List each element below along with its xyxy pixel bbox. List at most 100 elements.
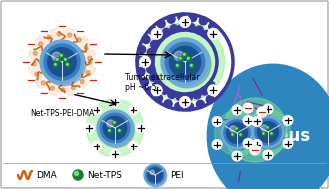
Circle shape xyxy=(110,149,120,159)
Circle shape xyxy=(140,78,149,86)
Circle shape xyxy=(267,127,268,128)
Circle shape xyxy=(56,58,60,62)
Circle shape xyxy=(155,94,163,102)
Circle shape xyxy=(86,99,144,157)
Circle shape xyxy=(263,133,264,134)
Circle shape xyxy=(231,133,235,137)
Circle shape xyxy=(136,57,144,64)
Circle shape xyxy=(146,87,155,95)
Circle shape xyxy=(118,129,122,133)
Circle shape xyxy=(250,145,260,155)
Circle shape xyxy=(113,121,117,125)
Circle shape xyxy=(257,107,267,117)
Circle shape xyxy=(118,130,120,131)
Circle shape xyxy=(262,132,266,136)
Circle shape xyxy=(100,113,130,143)
Circle shape xyxy=(137,67,145,75)
Circle shape xyxy=(252,139,262,149)
Circle shape xyxy=(145,22,225,102)
Circle shape xyxy=(66,64,68,65)
Circle shape xyxy=(232,105,242,115)
Circle shape xyxy=(180,97,190,108)
Circle shape xyxy=(57,93,67,103)
Circle shape xyxy=(26,39,36,49)
Circle shape xyxy=(57,21,67,31)
Circle shape xyxy=(149,27,157,35)
Circle shape xyxy=(185,93,193,101)
Circle shape xyxy=(136,123,146,133)
Circle shape xyxy=(86,70,90,74)
Circle shape xyxy=(39,26,49,36)
Circle shape xyxy=(179,23,187,31)
Circle shape xyxy=(40,40,84,84)
Circle shape xyxy=(110,97,120,107)
Circle shape xyxy=(88,56,92,60)
Circle shape xyxy=(52,52,61,61)
Circle shape xyxy=(26,75,36,85)
Circle shape xyxy=(48,48,76,76)
Circle shape xyxy=(93,57,103,67)
Circle shape xyxy=(183,53,185,55)
Circle shape xyxy=(189,14,197,22)
Circle shape xyxy=(187,57,191,61)
Circle shape xyxy=(61,54,62,56)
Circle shape xyxy=(263,150,273,160)
Circle shape xyxy=(224,120,250,146)
Circle shape xyxy=(139,57,150,67)
Text: Net-TPS: Net-TPS xyxy=(87,170,122,180)
Circle shape xyxy=(179,57,181,59)
Circle shape xyxy=(263,104,273,114)
Circle shape xyxy=(88,60,92,64)
Circle shape xyxy=(176,93,184,101)
Circle shape xyxy=(42,42,86,86)
Circle shape xyxy=(255,119,281,145)
Text: PEI: PEI xyxy=(170,170,184,180)
Circle shape xyxy=(114,122,115,123)
Ellipse shape xyxy=(207,64,329,189)
Circle shape xyxy=(35,72,39,76)
Circle shape xyxy=(142,36,150,43)
Circle shape xyxy=(84,123,94,133)
Circle shape xyxy=(243,139,253,149)
Circle shape xyxy=(64,58,68,62)
Circle shape xyxy=(33,51,38,55)
Circle shape xyxy=(75,26,85,36)
Circle shape xyxy=(146,57,154,65)
Circle shape xyxy=(57,58,58,60)
Circle shape xyxy=(28,28,96,96)
Circle shape xyxy=(253,117,285,149)
Circle shape xyxy=(21,57,31,67)
Circle shape xyxy=(98,112,135,147)
Circle shape xyxy=(68,33,72,37)
Circle shape xyxy=(190,64,192,66)
Text: pH ~6.5: pH ~6.5 xyxy=(125,84,157,92)
Circle shape xyxy=(221,117,253,149)
Circle shape xyxy=(209,22,217,31)
Circle shape xyxy=(178,13,186,21)
Circle shape xyxy=(176,64,180,68)
Circle shape xyxy=(88,75,98,85)
Circle shape xyxy=(271,133,272,134)
Circle shape xyxy=(73,170,83,180)
Text: DMA: DMA xyxy=(36,170,57,180)
Circle shape xyxy=(38,42,42,46)
Circle shape xyxy=(195,26,203,34)
Circle shape xyxy=(138,46,146,54)
Circle shape xyxy=(193,91,201,99)
Text: Net-TPS-PEI-DMA: Net-TPS-PEI-DMA xyxy=(30,109,94,118)
Circle shape xyxy=(208,85,219,96)
Circle shape xyxy=(32,62,36,66)
Circle shape xyxy=(163,28,170,36)
Circle shape xyxy=(201,87,209,95)
Circle shape xyxy=(179,57,183,61)
Circle shape xyxy=(88,39,98,49)
Circle shape xyxy=(212,139,222,149)
Circle shape xyxy=(80,79,84,84)
Circle shape xyxy=(128,105,139,115)
Circle shape xyxy=(227,123,247,143)
Circle shape xyxy=(180,16,190,28)
Circle shape xyxy=(74,171,79,176)
Circle shape xyxy=(246,110,291,154)
Circle shape xyxy=(147,65,155,73)
Circle shape xyxy=(60,54,64,58)
